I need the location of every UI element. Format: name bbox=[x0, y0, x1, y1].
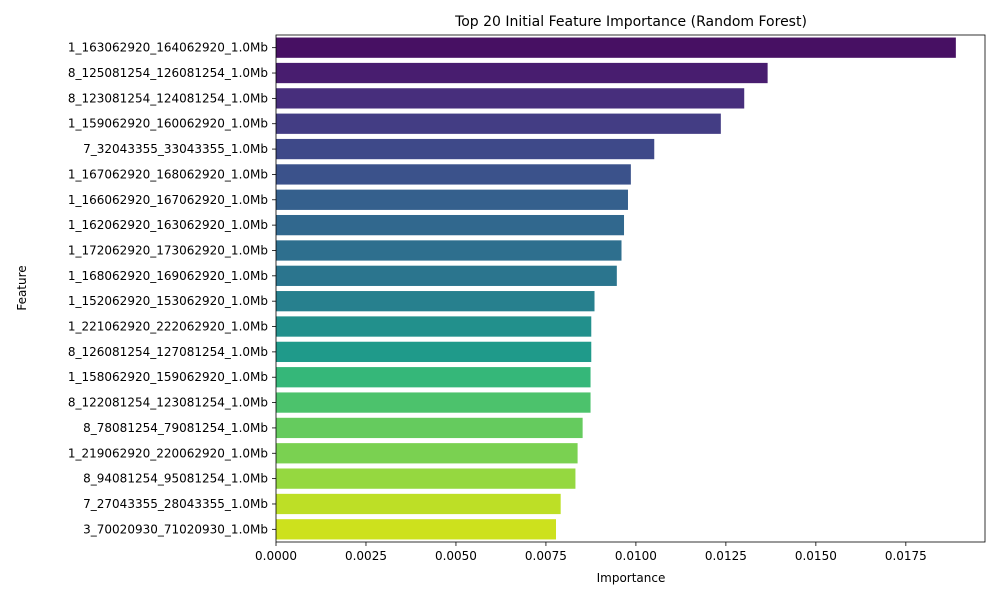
bar bbox=[276, 265, 617, 286]
bar bbox=[276, 214, 625, 236]
bar bbox=[276, 493, 561, 515]
bar bbox=[276, 164, 631, 185]
x-axis-ticks: 0.0000 0.0025 0.0050 0.0075 0.0100 0.0125 0.01… bbox=[255, 542, 927, 563]
bar bbox=[276, 367, 591, 388]
y-tick-label: 1_162062920_163062920_1.0Mb bbox=[68, 218, 268, 232]
bar bbox=[276, 138, 655, 160]
bar bbox=[276, 62, 768, 84]
bar bbox=[276, 443, 578, 464]
bar bbox=[276, 88, 745, 109]
y-tick-label: 7_27043355_28043355_1.0Mb bbox=[83, 497, 268, 511]
y-tick-label: 8_78081254_79081254_1.0Mb bbox=[83, 421, 268, 435]
y-tick-label: 1_167062920_168062920_1.0Mb bbox=[68, 167, 268, 181]
y-tick-label: 7_32043355_33043355_1.0Mb bbox=[83, 142, 268, 156]
y-tick-label: 1_159062920_160062920_1.0Mb bbox=[68, 117, 268, 131]
x-axis-label: Importance bbox=[597, 571, 666, 585]
bar bbox=[276, 468, 576, 489]
x-tick-label: 0.0025 bbox=[345, 549, 387, 563]
bar bbox=[276, 37, 956, 58]
bar bbox=[276, 113, 721, 134]
bar bbox=[276, 291, 595, 312]
y-tick-label: 8_122081254_123081254_1.0Mb bbox=[68, 396, 268, 410]
x-tick-label: 0.0150 bbox=[795, 549, 837, 563]
y-tick-label: 1_158062920_159062920_1.0Mb bbox=[68, 370, 268, 384]
y-tick-label: 1_172062920_173062920_1.0Mb bbox=[68, 243, 268, 257]
bar bbox=[276, 316, 592, 337]
bar bbox=[276, 392, 591, 413]
x-tick-label: 0.0100 bbox=[615, 549, 657, 563]
y-axis-ticks: 1_163062920_164062920_1.0Mb 8_125081254_1… bbox=[68, 41, 276, 536]
bar bbox=[276, 519, 557, 540]
y-tick-label: 1_152062920_153062920_1.0Mb bbox=[68, 294, 268, 308]
x-tick-label: 0.0075 bbox=[525, 549, 567, 563]
y-tick-label: 1_166062920_167062920_1.0Mb bbox=[68, 193, 268, 207]
bars-layer bbox=[276, 37, 956, 540]
x-tick-label: 0.0000 bbox=[255, 549, 297, 563]
bar bbox=[276, 240, 622, 261]
y-tick-label: 1_219062920_220062920_1.0Mb bbox=[68, 446, 268, 460]
plot-frame bbox=[275, 34, 986, 543]
x-tick-label: 0.0175 bbox=[885, 549, 927, 563]
x-tick-label: 0.0050 bbox=[435, 549, 477, 563]
y-axis-label: Feature bbox=[15, 265, 29, 310]
bar bbox=[276, 189, 628, 210]
y-tick-label: 8_126081254_127081254_1.0Mb bbox=[68, 345, 268, 359]
bar bbox=[276, 341, 592, 363]
y-tick-label: 8_123081254_124081254_1.0Mb bbox=[68, 91, 268, 105]
y-tick-label: 3_70020930_71020930_1.0Mb bbox=[83, 522, 268, 536]
chart-title: Top 20 Initial Feature Importance (Rando… bbox=[454, 14, 807, 30]
x-tick-label: 0.0125 bbox=[705, 549, 747, 563]
y-tick-label: 1_168062920_169062920_1.0Mb bbox=[68, 269, 268, 283]
y-tick-label: 8_125081254_126081254_1.0Mb bbox=[68, 66, 268, 80]
y-tick-label: 1_221062920_222062920_1.0Mb bbox=[68, 320, 268, 334]
bar bbox=[276, 417, 583, 439]
y-tick-label: 8_94081254_95081254_1.0Mb bbox=[83, 472, 268, 486]
y-tick-label: 1_163062920_164062920_1.0Mb bbox=[68, 41, 268, 55]
